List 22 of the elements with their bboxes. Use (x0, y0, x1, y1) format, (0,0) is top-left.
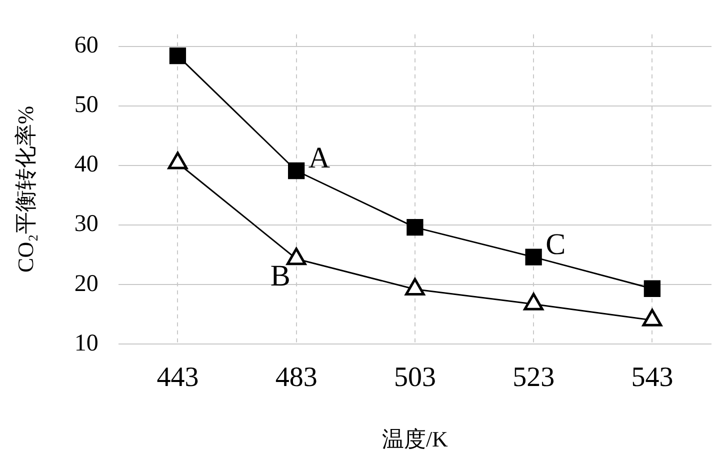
annotation: A (308, 142, 330, 175)
y-tick-label: 30 (74, 211, 98, 238)
y-axis-title: CO₂平衡转化率% (12, 106, 38, 272)
x-tick-label: 503 (394, 362, 436, 394)
x-tick-label: 523 (512, 362, 555, 394)
y-tick-label: 10 (74, 330, 98, 356)
point (286, 248, 306, 266)
x-axis-title: 温度/K (382, 426, 448, 452)
point (642, 308, 662, 326)
point (288, 162, 305, 180)
x-tick-label: 443 (156, 362, 199, 394)
x-tick-label: 543 (631, 362, 674, 394)
annotation: C (546, 228, 566, 261)
y-tick-label: 60 (74, 32, 98, 59)
annotation: B (270, 260, 290, 293)
point (405, 278, 425, 296)
x-tick-label: 483 (275, 362, 318, 394)
point (169, 48, 186, 64)
y-tick-label: 50 (74, 92, 98, 118)
y-tick-label: 40 (74, 152, 98, 178)
point (524, 292, 544, 310)
y-tick-label: 20 (74, 270, 98, 297)
